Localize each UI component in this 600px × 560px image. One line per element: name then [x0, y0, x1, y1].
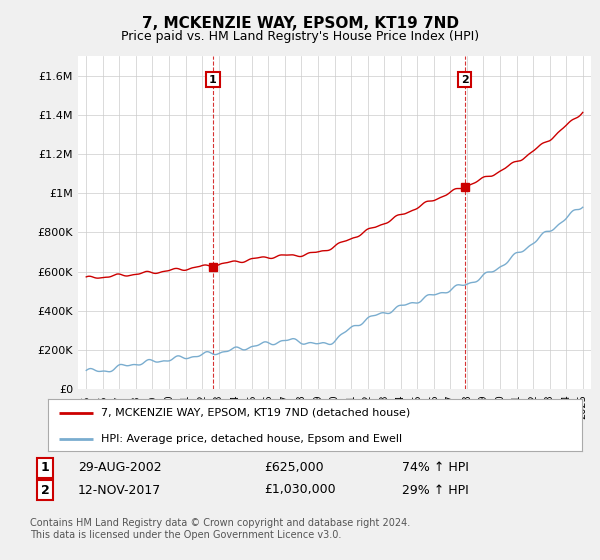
Text: 74% ↑ HPI: 74% ↑ HPI [402, 461, 469, 474]
Text: 7, MCKENZIE WAY, EPSOM, KT19 7ND (detached house): 7, MCKENZIE WAY, EPSOM, KT19 7ND (detach… [101, 408, 410, 418]
Text: HPI: Average price, detached house, Epsom and Ewell: HPI: Average price, detached house, Epso… [101, 435, 403, 444]
Text: 2: 2 [41, 483, 49, 497]
Text: 12-NOV-2017: 12-NOV-2017 [78, 483, 161, 497]
Text: £1,030,000: £1,030,000 [264, 483, 335, 497]
Text: 7, MCKENZIE WAY, EPSOM, KT19 7ND: 7, MCKENZIE WAY, EPSOM, KT19 7ND [142, 16, 458, 31]
Text: £625,000: £625,000 [264, 461, 323, 474]
Text: 2: 2 [461, 74, 469, 85]
Text: 1: 1 [209, 74, 217, 85]
Text: Price paid vs. HM Land Registry's House Price Index (HPI): Price paid vs. HM Land Registry's House … [121, 30, 479, 43]
Text: 29% ↑ HPI: 29% ↑ HPI [402, 483, 469, 497]
Text: 29-AUG-2002: 29-AUG-2002 [78, 461, 161, 474]
Text: Contains HM Land Registry data © Crown copyright and database right 2024.
This d: Contains HM Land Registry data © Crown c… [30, 518, 410, 540]
Text: 1: 1 [41, 461, 49, 474]
